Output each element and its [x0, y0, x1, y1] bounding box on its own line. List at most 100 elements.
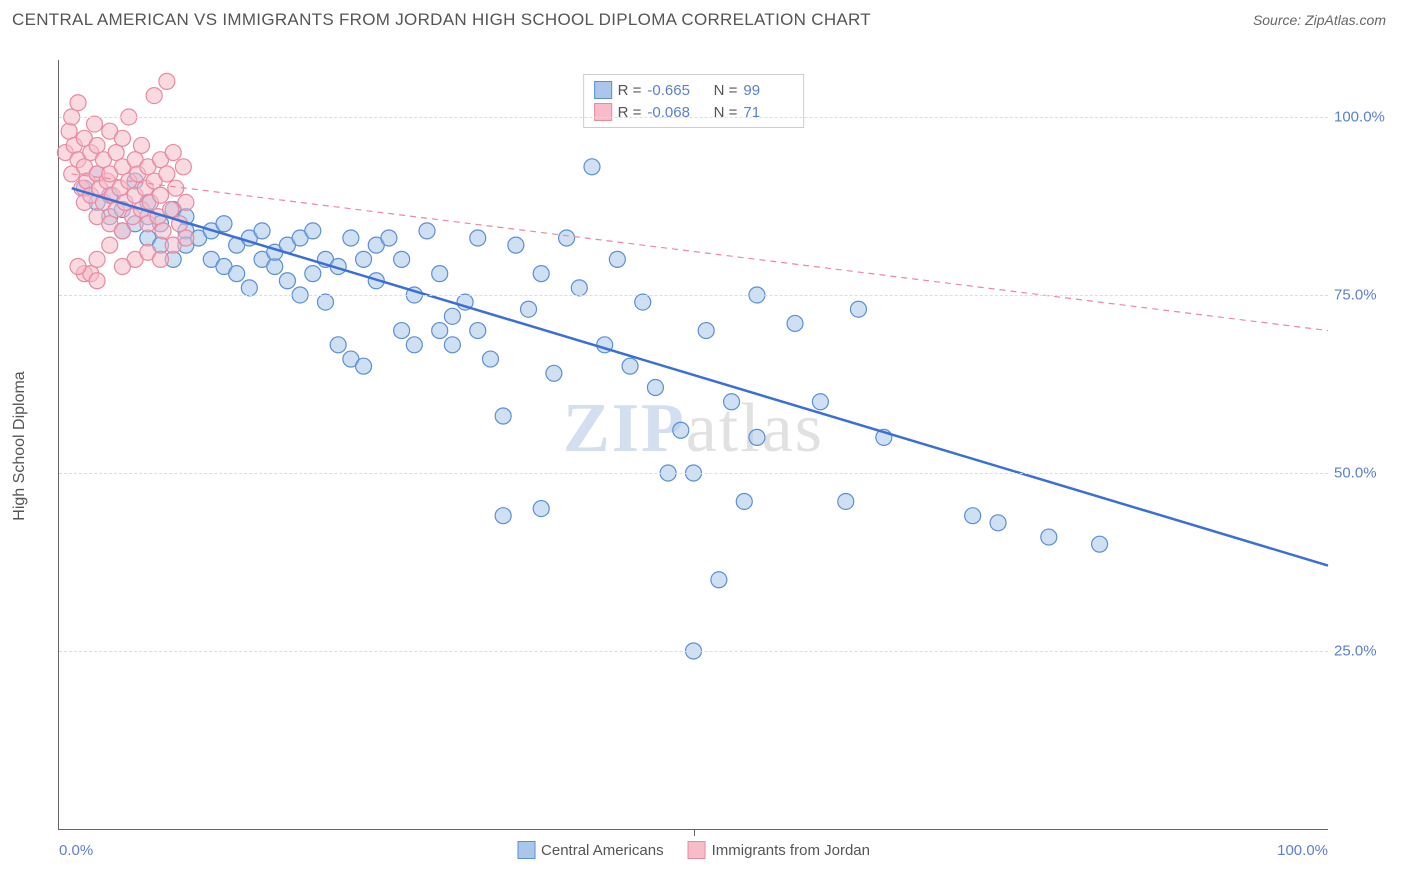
scatter-point — [406, 337, 422, 353]
scatter-point — [787, 315, 803, 331]
scatter-point — [571, 280, 587, 296]
scatter-point — [343, 230, 359, 246]
y-tick-label: 25.0% — [1334, 642, 1390, 659]
scatter-point — [850, 301, 866, 317]
x-tick-max: 100.0% — [1277, 842, 1328, 859]
scatter-point — [153, 251, 169, 267]
scatter-point — [305, 223, 321, 239]
scatter-point — [724, 394, 740, 410]
scatter-point — [356, 358, 372, 374]
gridline-h — [59, 117, 1328, 118]
scatter-point — [267, 258, 283, 274]
scatter-point — [153, 187, 169, 203]
scatter-point — [559, 230, 575, 246]
r-value-0: -0.665 — [647, 82, 697, 99]
scatter-point — [508, 237, 524, 253]
scatter-point — [1092, 536, 1108, 552]
scatter-point — [114, 223, 130, 239]
scatter-point — [114, 130, 130, 146]
scatter-point — [317, 294, 333, 310]
gridline-h — [59, 473, 1328, 474]
gridline-h — [59, 651, 1328, 652]
chart-title: CENTRAL AMERICAN VS IMMIGRANTS FROM JORD… — [12, 10, 871, 30]
scatter-point — [584, 159, 600, 175]
series-legend: Central Americans Immigrants from Jordan — [517, 841, 870, 859]
r-label: R = — [618, 82, 642, 99]
scatter-point — [394, 251, 410, 267]
scatter-point — [155, 223, 171, 239]
scatter-svg — [59, 60, 1328, 829]
scatter-point — [89, 273, 105, 289]
legend-label-1: Immigrants from Jordan — [712, 842, 870, 859]
scatter-point — [178, 194, 194, 210]
correlation-row-1: R = -0.068 N = 71 — [594, 101, 794, 123]
scatter-point — [216, 216, 232, 232]
swatch-legend-0 — [517, 841, 535, 859]
scatter-point — [647, 380, 663, 396]
scatter-point — [305, 266, 321, 282]
scatter-point — [533, 501, 549, 517]
scatter-point — [159, 166, 175, 182]
scatter-point — [673, 422, 689, 438]
source-attribution: Source: ZipAtlas.com — [1253, 12, 1386, 28]
scatter-point — [482, 351, 498, 367]
y-tick-label: 50.0% — [1334, 464, 1390, 481]
scatter-point — [241, 280, 257, 296]
scatter-point — [89, 251, 105, 267]
y-tick-label: 100.0% — [1334, 108, 1390, 125]
scatter-point — [87, 116, 103, 132]
y-axis-title: High School Diploma — [11, 371, 29, 520]
swatch-legend-1 — [688, 841, 706, 859]
scatter-point — [108, 145, 124, 161]
legend-label-0: Central Americans — [541, 842, 664, 859]
scatter-point — [70, 258, 86, 274]
scatter-point — [114, 258, 130, 274]
scatter-point — [178, 230, 194, 246]
scatter-point — [419, 223, 435, 239]
scatter-point — [279, 273, 295, 289]
scatter-point — [89, 137, 105, 153]
legend-item-0: Central Americans — [517, 841, 664, 859]
scatter-point — [381, 230, 397, 246]
scatter-point — [330, 337, 346, 353]
scatter-point — [432, 266, 448, 282]
scatter-point — [146, 88, 162, 104]
plot-wrap: High School Diploma ZIPatlas R = -0.665 … — [48, 46, 1388, 846]
scatter-point — [133, 137, 149, 153]
scatter-point — [165, 145, 181, 161]
scatter-point — [61, 123, 77, 139]
scatter-point — [622, 358, 638, 374]
scatter-point — [229, 266, 245, 282]
gridline-h — [59, 295, 1328, 296]
swatch-series-0 — [594, 81, 612, 99]
trend-line — [72, 188, 1328, 565]
scatter-point — [812, 394, 828, 410]
scatter-point — [521, 301, 537, 317]
n-value-0: 99 — [743, 82, 793, 99]
scatter-point — [356, 251, 372, 267]
scatter-point — [470, 230, 486, 246]
plot-area: ZIPatlas R = -0.665 N = 99 R = -0.068 N … — [58, 60, 1328, 830]
scatter-point — [70, 95, 86, 111]
scatter-point — [102, 237, 118, 253]
scatter-point — [175, 159, 191, 175]
scatter-point — [698, 323, 714, 339]
scatter-point — [546, 365, 562, 381]
scatter-point — [736, 493, 752, 509]
scatter-point — [495, 508, 511, 524]
n-label: N = — [714, 82, 738, 99]
scatter-point — [1041, 529, 1057, 545]
scatter-point — [394, 323, 410, 339]
legend-item-1: Immigrants from Jordan — [688, 841, 870, 859]
scatter-point — [965, 508, 981, 524]
x-tick-min: 0.0% — [59, 842, 93, 859]
scatter-point — [838, 493, 854, 509]
scatter-point — [254, 223, 270, 239]
scatter-point — [444, 308, 460, 324]
swatch-series-1 — [594, 103, 612, 121]
scatter-point — [470, 323, 486, 339]
x-tick — [694, 829, 695, 836]
scatter-point — [711, 572, 727, 588]
scatter-point — [749, 429, 765, 445]
scatter-point — [495, 408, 511, 424]
